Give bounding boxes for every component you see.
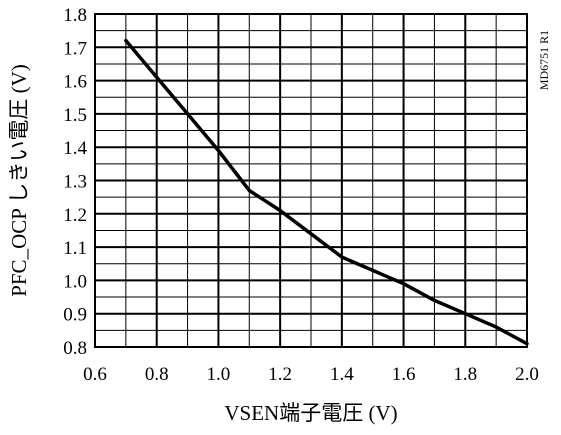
y-tick-label: 1.3 [63, 172, 87, 193]
figure-id-note: MD6751 R1 [537, 30, 551, 90]
plot-frame [94, 13, 528, 348]
y-tick-label: 1.8 [63, 5, 87, 26]
x-tick-label: 2.0 [515, 364, 539, 385]
y-tick-labels: 0.8 0.9 1.0 1.1 1.2 1.3 1.4 1.5 1.6 1.7 1.8 [63, 5, 87, 359]
y-tick-label: 1.4 [63, 138, 87, 159]
x-tick-label: 1.0 [207, 364, 231, 385]
y-axis-label: PFC_OCP しきい電圧 (V) [7, 64, 31, 297]
x-tick-label: 1.8 [453, 364, 477, 385]
y-tick-label: 1.5 [63, 105, 87, 126]
y-tick-label: 0.9 [63, 305, 87, 326]
x-tick-label: 0.6 [83, 364, 107, 385]
y-tick-label: 1.7 [63, 38, 87, 59]
x-tick-labels: 0.6 0.8 1.0 1.2 1.4 1.6 1.8 2.0 [83, 364, 539, 385]
x-tick-label: 1.6 [392, 364, 416, 385]
y-tick-label: 0.8 [63, 338, 87, 359]
y-tick-label: 1.6 [63, 72, 87, 93]
major-gridlines [95, 14, 527, 347]
y-tick-label: 1.2 [63, 205, 87, 226]
x-tick-label: 1.2 [268, 364, 292, 385]
x-axis-label: VSEN端子電圧 (V) [224, 401, 397, 425]
x-tick-label: 0.8 [145, 364, 169, 385]
y-tick-label: 1.1 [63, 238, 87, 259]
x-tick-label: 1.4 [330, 364, 354, 385]
series-line [124, 38, 529, 346]
series-layer [124, 38, 529, 346]
y-tick-label: 1.0 [63, 271, 87, 292]
